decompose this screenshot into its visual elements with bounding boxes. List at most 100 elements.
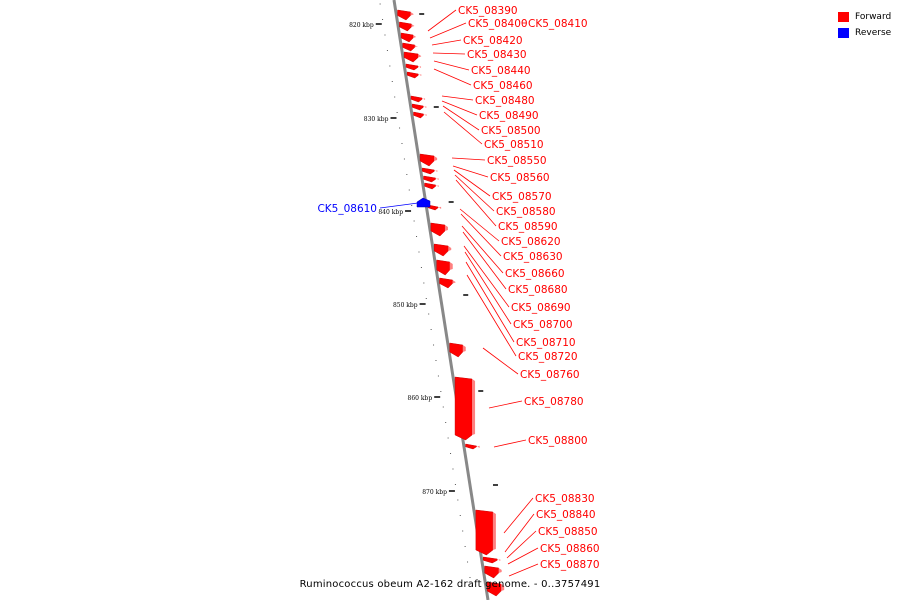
gene-label-forward[interactable]: CK5_08850 [538,526,598,538]
gene-label-forward[interactable]: CK5_08590 [498,221,558,233]
gene-label-forward[interactable]: CK5_08870 [540,559,600,571]
gene-tracks [397,9,505,597]
gene-block-shade [498,568,502,573]
gene-block-forward [436,259,450,276]
gene-label-forward[interactable]: CK5_08460 [473,80,533,92]
gene-block-forward [423,175,436,183]
gene-block-shade [418,66,422,68]
gene-label-forward[interactable]: CK5_08840 [536,509,596,521]
gene-leader-line [427,9,457,32]
gene-block-forward [419,153,435,167]
gene-block-reverse [416,197,431,208]
gene-leader-line [504,513,535,553]
gene-block-shade [444,225,448,231]
tick-label: 820 kbp [349,22,374,29]
gene-leader-line [443,111,483,145]
gene-leader-line [451,157,486,161]
gene-label-forward[interactable]: CK5_08500 [481,125,541,137]
genome-caption: Ruminococcus obeum A2-162 draft genome. … [299,579,601,590]
gene-leader-line [464,251,512,325]
genome-axis [392,0,490,600]
gene-label-forward[interactable]: CK5_08780 [524,396,584,408]
gene-block-shade [411,24,415,27]
gene-block-shade [422,98,426,100]
gene-label-forward[interactable]: CK5_08420 [463,35,523,47]
gene-label-forward[interactable]: CK5_08690 [511,302,571,314]
gene-label-forward[interactable]: CK5_08860 [540,543,600,555]
gene-label-forward[interactable]: CK5_08760 [520,369,580,381]
gene-block-shade [423,106,427,108]
gene-label-forward[interactable]: CK5_08440 [471,65,531,77]
gene-block-shade [492,512,496,550]
gene-block-shade [435,185,439,187]
gene-label-forward[interactable]: CK5_08630 [503,251,563,263]
gene-leader-line [453,169,491,197]
gene-label-forward[interactable]: CK5_08800 [528,435,588,447]
gene-block-forward [449,342,463,358]
gene-label-forward[interactable]: CK5_08560 [490,172,550,184]
gene-leader-line [432,52,466,55]
gene-block-shade [497,559,501,561]
gene-label-forward[interactable]: CK5_08510 [484,139,544,151]
gene-label-forward[interactable]: CK5_08570 [492,191,552,203]
gene-label-forward[interactable]: CK5_08680 [508,284,568,296]
gene-block-forward [439,277,453,289]
gene-leader-line [463,245,510,308]
gene-label-forward[interactable]: CK5_08620 [501,236,561,248]
tick-label: 830 kbp [364,116,389,123]
gene-block-forward [402,42,415,52]
gene-label-forward[interactable]: CK5_08720 [518,351,578,363]
gene-label-forward[interactable]: CK5_08710 [516,337,576,349]
gene-block-shade [434,170,438,172]
gene-label-forward[interactable]: CK5_08480 [475,95,535,107]
gene-block-forward [400,32,414,43]
gene-block-forward [483,556,498,564]
legend-forward-label: Forward [855,11,892,22]
gene-block-forward [412,103,424,111]
gene-block-forward [410,95,423,103]
gene-block-forward [413,111,424,119]
gene-label-forward[interactable]: CK5_08550 [487,155,547,167]
reverse-swatch [838,27,849,38]
gene-block-shade [413,35,417,38]
gene-leader-line [455,179,497,227]
gene-block-forward [397,9,411,21]
gene-leader-line [460,213,502,257]
gene-label-forward[interactable]: CK5_08490 [479,110,539,122]
gene-block-shade [449,262,453,270]
gene-leader-line [503,497,534,534]
gene-leader-line [431,39,462,46]
gene-block-shade [476,445,480,448]
gene-block-shade [501,584,505,591]
gene-label-forward[interactable]: CK5_08390 [458,5,518,17]
gene-label-reverse[interactable]: CK5_08610 [317,203,377,215]
gene-label-forward[interactable]: CK5_08660 [505,268,565,280]
gene-label-forward[interactable]: CK5_08830 [535,493,595,505]
gene-block-shade [448,246,452,251]
gene-leader-line [454,174,495,212]
gene-block-shade [438,206,442,209]
gene-block-forward [407,71,419,79]
legend-reverse: Reverse [838,25,891,40]
gene-leader-line [452,165,489,178]
gene-label-forward[interactable]: CK5_08430 [467,49,527,61]
legend-reverse-label: Reverse [855,27,892,38]
gene-block-shade [472,379,476,435]
gene-label-forward[interactable]: CK5_08580 [496,206,556,218]
gene-block-shade [423,114,427,116]
gene-block-shade [434,156,438,161]
gene-block-shade [418,54,422,58]
gene-block-shade [418,74,422,76]
gene-leader-line [442,105,480,131]
gene-block-forward [405,63,419,71]
gene-leader-line [507,547,539,565]
gene-leader-line [466,274,517,357]
gene-label-forward[interactable]: CK5_08400 [468,18,528,30]
gene-label-forward[interactable]: CK5_08700 [513,319,573,331]
gene-label-forward[interactable]: CK5_08410 [528,18,588,30]
gene-block-forward [399,21,412,32]
tick-label: 850 kbp [393,302,418,309]
gene-block-shade [462,345,466,352]
